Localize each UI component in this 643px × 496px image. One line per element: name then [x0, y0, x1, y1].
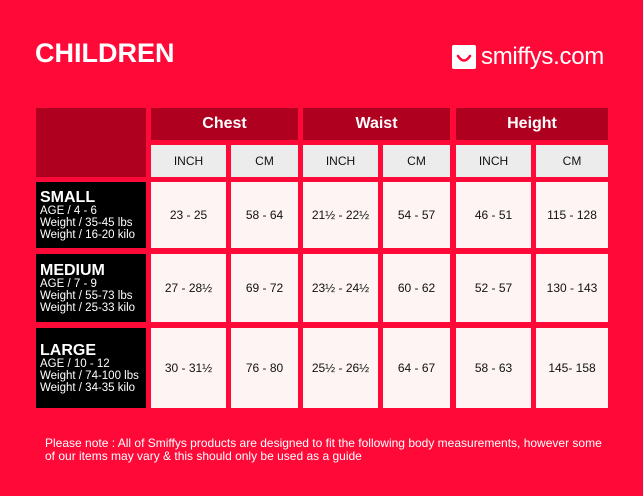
size-weight-lbs: Weight / 35-45 lbs	[40, 216, 133, 229]
unit-header: CM	[536, 145, 608, 177]
table-cell: 115 - 128	[536, 182, 608, 248]
size-weight-lbs: Weight / 74-100 lbs	[40, 369, 139, 382]
page-title: CHILDREN	[35, 38, 175, 68]
table-cell: 130 - 143	[536, 254, 608, 322]
size-weight-kilo: Weight / 16-20 kilo	[40, 228, 136, 241]
smiley-bag-icon	[452, 45, 476, 69]
size-name: LARGE	[40, 341, 96, 359]
size-weight-kilo: Weight / 25-33 kilo	[40, 301, 136, 314]
table-cell: 25½ - 26½	[303, 328, 378, 408]
group-header-height: Height	[456, 108, 608, 140]
unit-header: INCH	[456, 145, 531, 177]
table-cell: 76 - 80	[231, 328, 298, 408]
table-cell: 145- 158	[536, 328, 608, 408]
group-header-chest: Chest	[151, 108, 298, 140]
table-cell: 30 - 31½	[151, 328, 226, 408]
size-label-medium: MEDIUM AGE / 7 - 9 Weight / 55-73 lbs Weigh…	[36, 254, 146, 322]
table-cell: 23 - 25	[151, 182, 226, 248]
size-age: AGE / 10 - 12	[40, 357, 110, 370]
logo-text: smiffys.com	[481, 43, 604, 70]
table-cell: 69 - 72	[231, 254, 298, 322]
unit-header: INCH	[151, 145, 226, 177]
table-cell: 27 - 28½	[151, 254, 226, 322]
table-cell: 52 - 57	[456, 254, 531, 322]
size-name: SMALL	[40, 188, 96, 206]
size-name: MEDIUM	[40, 261, 105, 279]
smiffys-logo: smiffys.com	[452, 43, 604, 71]
unit-header: CM	[383, 145, 450, 177]
size-weight-lbs: Weight / 55-73 lbs	[40, 289, 133, 302]
table-cell: 23½ - 24½	[303, 254, 378, 322]
table-cell: 58 - 64	[231, 182, 298, 248]
table-corner	[36, 108, 146, 177]
group-header-waist: Waist	[303, 108, 450, 140]
unit-header: CM	[231, 145, 298, 177]
unit-header: INCH	[303, 145, 378, 177]
size-age: AGE / 7 - 9	[40, 277, 97, 290]
table-cell: 21½ - 22½	[303, 182, 378, 248]
table-cell: 58 - 63	[456, 328, 531, 408]
size-age: AGE / 4 - 6	[40, 204, 97, 217]
size-weight-kilo: Weight / 34-35 kilo	[40, 381, 136, 394]
size-label-small: SMALL AGE / 4 - 6 Weight / 35-45 lbs Weight…	[36, 182, 146, 248]
table-cell: 54 - 57	[383, 182, 450, 248]
table-cell: 60 - 62	[383, 254, 450, 322]
table-cell: 64 - 67	[383, 328, 450, 408]
size-label-large: LARGE AGE / 10 - 12 Weight / 74-100 lbs Wei…	[36, 328, 146, 408]
table-cell: 46 - 51	[456, 182, 531, 248]
sizing-note: Please note : All of Smiffys products ar…	[45, 436, 602, 463]
